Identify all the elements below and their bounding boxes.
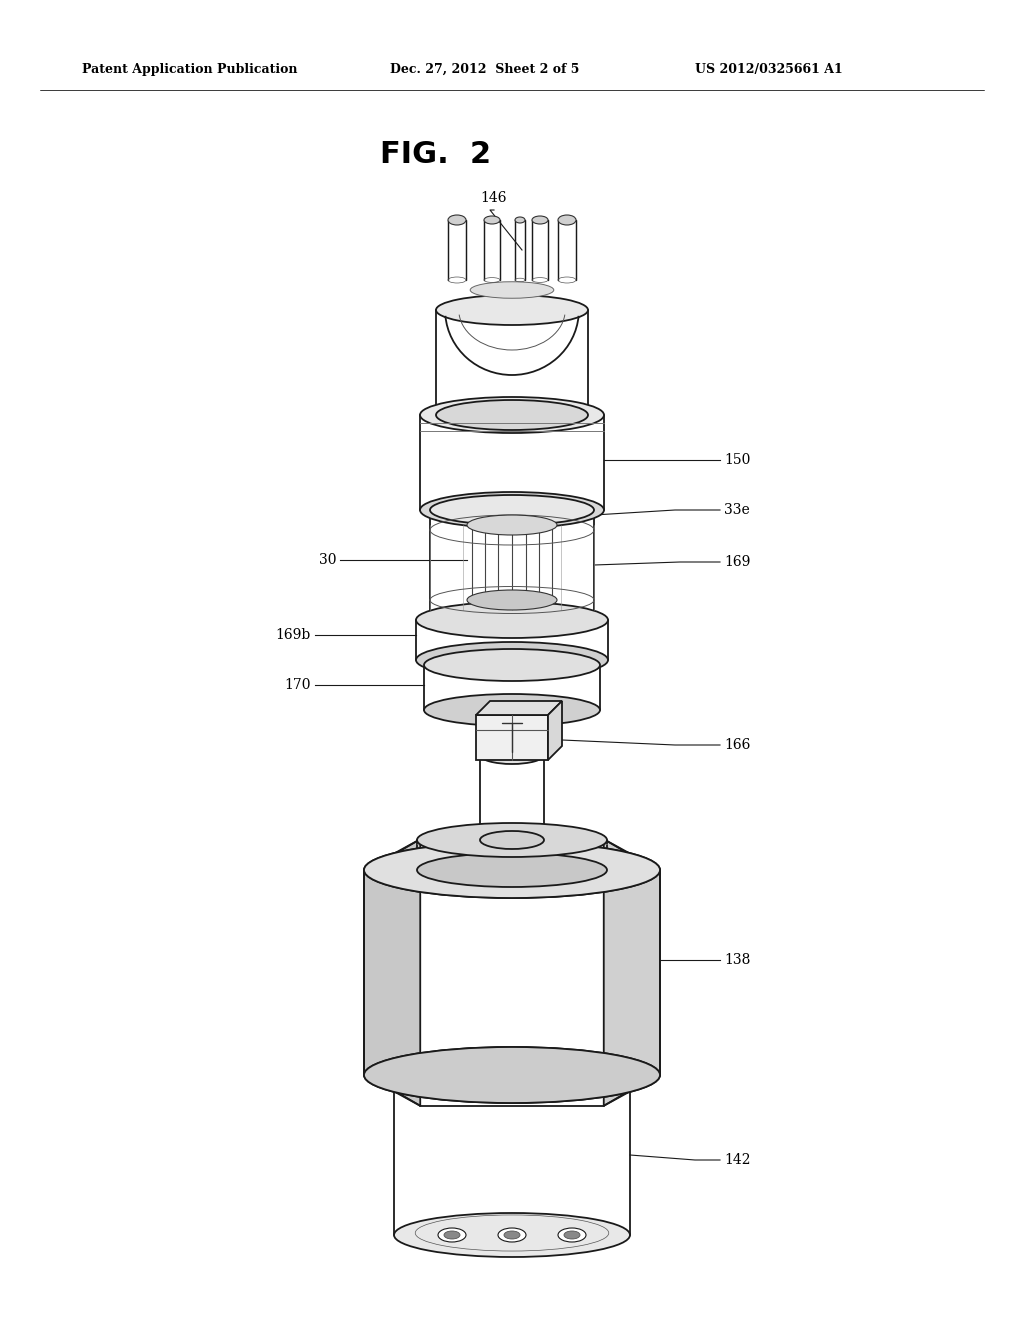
Ellipse shape — [430, 495, 594, 525]
Text: US 2012/0325661 A1: US 2012/0325661 A1 — [695, 63, 843, 77]
Ellipse shape — [444, 1232, 460, 1239]
Polygon shape — [476, 715, 548, 760]
Text: Dec. 27, 2012  Sheet 2 of 5: Dec. 27, 2012 Sheet 2 of 5 — [390, 63, 580, 77]
Ellipse shape — [436, 294, 588, 325]
Ellipse shape — [420, 397, 604, 433]
Ellipse shape — [431, 854, 593, 886]
Ellipse shape — [449, 215, 466, 224]
Ellipse shape — [417, 822, 607, 857]
Polygon shape — [548, 701, 562, 760]
Ellipse shape — [467, 590, 557, 610]
Ellipse shape — [532, 216, 548, 224]
Polygon shape — [476, 701, 562, 715]
Ellipse shape — [438, 1228, 466, 1242]
Ellipse shape — [498, 1228, 526, 1242]
Polygon shape — [364, 840, 420, 1106]
Ellipse shape — [436, 400, 588, 430]
Polygon shape — [604, 840, 660, 1106]
Ellipse shape — [467, 515, 557, 535]
Ellipse shape — [416, 642, 608, 678]
Ellipse shape — [364, 1047, 660, 1104]
Text: 169: 169 — [724, 554, 751, 569]
Ellipse shape — [394, 1059, 630, 1102]
Ellipse shape — [416, 602, 608, 638]
Ellipse shape — [564, 1232, 580, 1239]
Ellipse shape — [515, 216, 525, 223]
Text: 170: 170 — [285, 678, 311, 692]
Ellipse shape — [480, 746, 544, 764]
Text: 30: 30 — [318, 553, 336, 568]
Ellipse shape — [364, 1047, 660, 1104]
Ellipse shape — [424, 649, 600, 681]
Text: 138: 138 — [724, 953, 751, 968]
Ellipse shape — [420, 492, 604, 528]
Ellipse shape — [364, 842, 660, 898]
Text: 33e: 33e — [724, 503, 750, 517]
Ellipse shape — [558, 215, 575, 224]
Ellipse shape — [424, 694, 600, 726]
Text: 166: 166 — [724, 738, 751, 752]
Ellipse shape — [480, 832, 544, 849]
Ellipse shape — [364, 842, 660, 898]
Text: 146: 146 — [480, 191, 507, 205]
Ellipse shape — [394, 1213, 630, 1257]
Ellipse shape — [417, 853, 607, 887]
Text: 142: 142 — [724, 1152, 751, 1167]
Text: 169b: 169b — [275, 628, 311, 642]
Ellipse shape — [558, 1228, 586, 1242]
Ellipse shape — [484, 216, 500, 224]
Ellipse shape — [470, 281, 554, 298]
Text: 150: 150 — [724, 453, 751, 467]
Ellipse shape — [504, 1232, 520, 1239]
Text: FIG.  2: FIG. 2 — [380, 140, 492, 169]
Text: Patent Application Publication: Patent Application Publication — [82, 63, 298, 77]
